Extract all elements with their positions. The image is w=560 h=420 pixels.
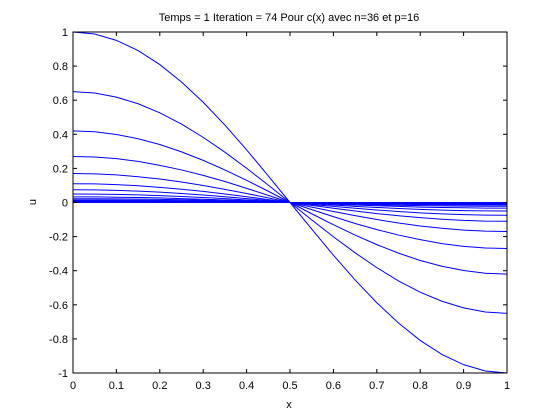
x-axis-ticks: 0 0.1 0.2 0.3 0.4 0.5 0.6 0.7 0.8 0.9 1 bbox=[70, 32, 510, 392]
x-tick-label: 0 bbox=[70, 380, 76, 392]
x-tick-label: 0.5 bbox=[282, 380, 297, 392]
y-tick-label: 0.4 bbox=[53, 129, 68, 141]
y-tick-label: 1 bbox=[62, 27, 68, 39]
y-tick-label: 0.8 bbox=[53, 61, 68, 73]
y-tick-label: -0.2 bbox=[49, 232, 68, 244]
y-tick-label: 0.2 bbox=[53, 163, 68, 175]
x-tick-label: 0.7 bbox=[369, 380, 384, 392]
y-tick-label: 0 bbox=[62, 198, 68, 210]
x-tick-label: 0.9 bbox=[456, 380, 471, 392]
y-tick-label: 0.6 bbox=[53, 95, 68, 107]
x-tick-label: 0.1 bbox=[109, 380, 124, 392]
y-axis-label: u bbox=[27, 199, 39, 205]
chart-title: Temps = 1 Iteration = 74 Pour c(x) avec … bbox=[159, 12, 420, 24]
x-tick-label: 0.3 bbox=[196, 380, 211, 392]
y-axis-ticks: -1 -0.8 -0.6 -0.4 -0.2 0 0.2 0.4 0.6 0.8 1 bbox=[49, 27, 507, 380]
y-tick-label: -0.8 bbox=[49, 334, 68, 346]
x-tick-label: 0.8 bbox=[413, 380, 428, 392]
y-tick-label: -0.6 bbox=[49, 300, 68, 312]
series-lines bbox=[72, 31, 508, 374]
x-tick-label: 1 bbox=[504, 380, 510, 392]
y-tick-label: -1 bbox=[58, 368, 68, 380]
x-tick-label: 0.4 bbox=[239, 380, 254, 392]
x-axis-label: x bbox=[286, 399, 292, 411]
x-tick-label: 0.6 bbox=[326, 380, 341, 392]
y-tick-label: -0.4 bbox=[49, 266, 68, 278]
plot-area: 0 0.1 0.2 0.3 0.4 0.5 0.6 0.7 0.8 0.9 1 -1 -0.8 -0.6… bbox=[49, 27, 510, 392]
x-tick-label: 0.2 bbox=[152, 380, 167, 392]
